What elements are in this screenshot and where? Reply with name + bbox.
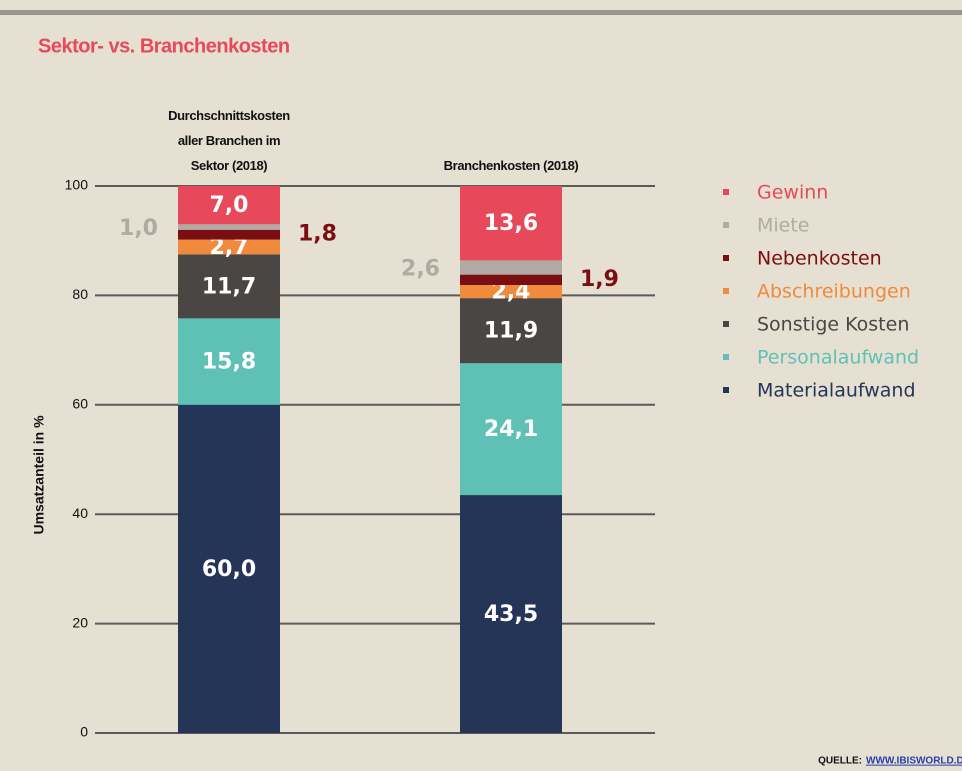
x-tick-label-box: Durchschnittskosten aller Branchen im Se… [168,108,290,173]
legend-label: Abschreibungen [757,281,911,303]
bar-segment [178,239,280,255]
x-tick-label-box: Branchenkosten (2018) [443,158,579,173]
y-axis-label: Umsatzanteil in % [31,415,47,535]
data-label: 13,6 [484,211,538,236]
bar-segment [178,224,280,230]
bar-segment [178,186,280,225]
bar-segment [178,318,280,405]
legend-swatch [723,387,729,393]
legend-swatch [723,288,729,294]
data-label: 1,9 [580,267,619,292]
data-label: 11,7 [202,274,256,299]
data-label: 2,6 [401,257,440,282]
legend-swatch [723,321,729,327]
y-tick-label: 60 [72,396,88,412]
x-tick-label: Durchschnittskosten aller Branchen im Se… [168,108,290,173]
bar-segment [178,229,280,240]
y-tick-label: 100 [65,177,89,193]
y-tick-label: 0 [80,724,88,740]
bar-segment [460,285,562,299]
legend-label: Miete [757,215,810,237]
bar-segment [460,298,562,364]
top-border [0,10,962,15]
legend-label: Sonstige Kosten [757,314,909,336]
legend-swatch [723,354,729,360]
legend-swatch [723,222,729,228]
legend-label: Gewinn [757,182,828,204]
data-label: 24,1 [484,417,538,442]
source-label: QUELLE: [818,756,862,767]
data-label: 1,0 [119,216,158,241]
legend-label: Nebenkosten [757,248,882,270]
legend-label: Materialaufwand [757,380,916,402]
source-link[interactable]: WWW.IBISWORLD.DE [866,756,962,767]
y-tick-label: 20 [72,614,88,630]
data-label: 7,0 [210,193,249,218]
bar-segment [460,363,562,496]
data-label: 60,0 [202,557,256,582]
y-tick-label: 40 [72,505,88,521]
data-label: 1,8 [298,222,337,247]
chart-title: Sektor- vs. Branchenkosten [38,35,290,57]
bar-segment [460,495,562,733]
bar-segment [178,254,280,319]
bar-segment [178,404,280,733]
bar-segment [460,260,562,275]
bar-segment [460,274,562,286]
x-tick-label: Branchenkosten (2018) [443,158,579,173]
bar-segment [460,186,562,261]
data-label: 15,8 [202,350,256,375]
legend-swatch [723,255,729,261]
legend-swatch [723,189,729,195]
data-label: 11,9 [484,319,538,344]
data-label: 43,5 [484,602,538,627]
y-tick-label: 80 [72,286,88,302]
legend-label: Personalaufwand [757,347,919,369]
